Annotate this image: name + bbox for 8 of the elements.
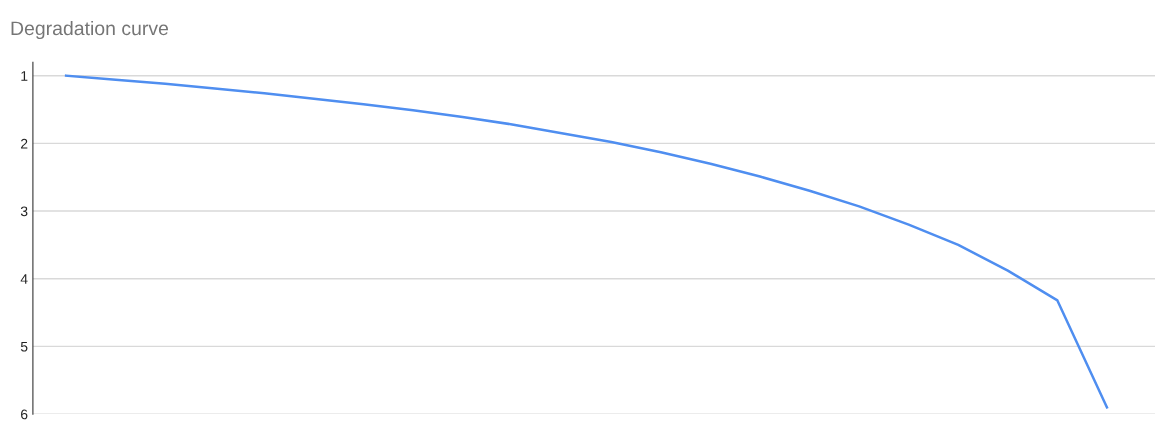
line-series xyxy=(64,74,1109,409)
y-tick-label: 4 xyxy=(20,274,28,284)
y-tick-label: 1 xyxy=(21,71,28,81)
y-tick-label: 2 xyxy=(21,138,28,149)
y-tick-label: 6 xyxy=(21,409,28,420)
y-tick-label: 5 xyxy=(20,341,28,352)
chart-title: Degradation curve xyxy=(11,20,169,40)
y-tick-label: 3 xyxy=(20,206,28,217)
